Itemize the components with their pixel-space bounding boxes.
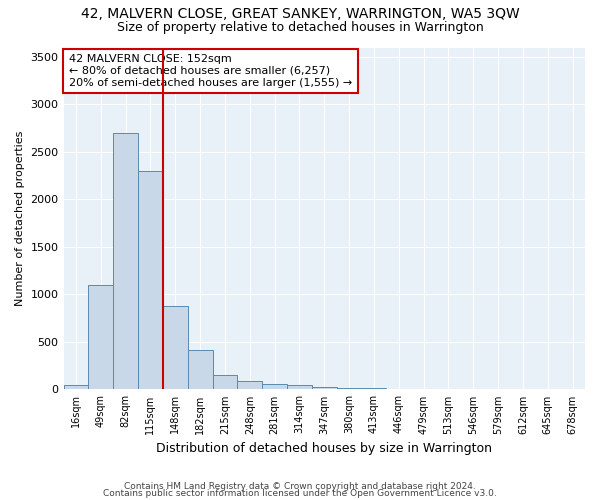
Text: 42 MALVERN CLOSE: 152sqm
← 80% of detached houses are smaller (6,257)
20% of sem: 42 MALVERN CLOSE: 152sqm ← 80% of detach… — [69, 54, 352, 88]
Text: Contains public sector information licensed under the Open Government Licence v3: Contains public sector information licen… — [103, 490, 497, 498]
Bar — [337, 388, 362, 390]
Bar — [312, 386, 337, 390]
Bar — [138, 171, 163, 390]
Text: 42, MALVERN CLOSE, GREAT SANKEY, WARRINGTON, WA5 3QW: 42, MALVERN CLOSE, GREAT SANKEY, WARRING… — [80, 8, 520, 22]
Text: Contains HM Land Registry data © Crown copyright and database right 2024.: Contains HM Land Registry data © Crown c… — [124, 482, 476, 491]
Y-axis label: Number of detached properties: Number of detached properties — [15, 131, 25, 306]
Bar — [362, 388, 386, 390]
Bar — [287, 384, 312, 390]
Bar — [238, 381, 262, 390]
Bar — [262, 384, 287, 390]
Bar — [163, 306, 188, 390]
Bar — [88, 285, 113, 390]
Bar — [64, 384, 88, 390]
Text: Size of property relative to detached houses in Warrington: Size of property relative to detached ho… — [116, 21, 484, 34]
X-axis label: Distribution of detached houses by size in Warrington: Distribution of detached houses by size … — [156, 442, 492, 455]
Bar — [113, 133, 138, 390]
Bar — [212, 374, 238, 390]
Bar — [188, 350, 212, 390]
